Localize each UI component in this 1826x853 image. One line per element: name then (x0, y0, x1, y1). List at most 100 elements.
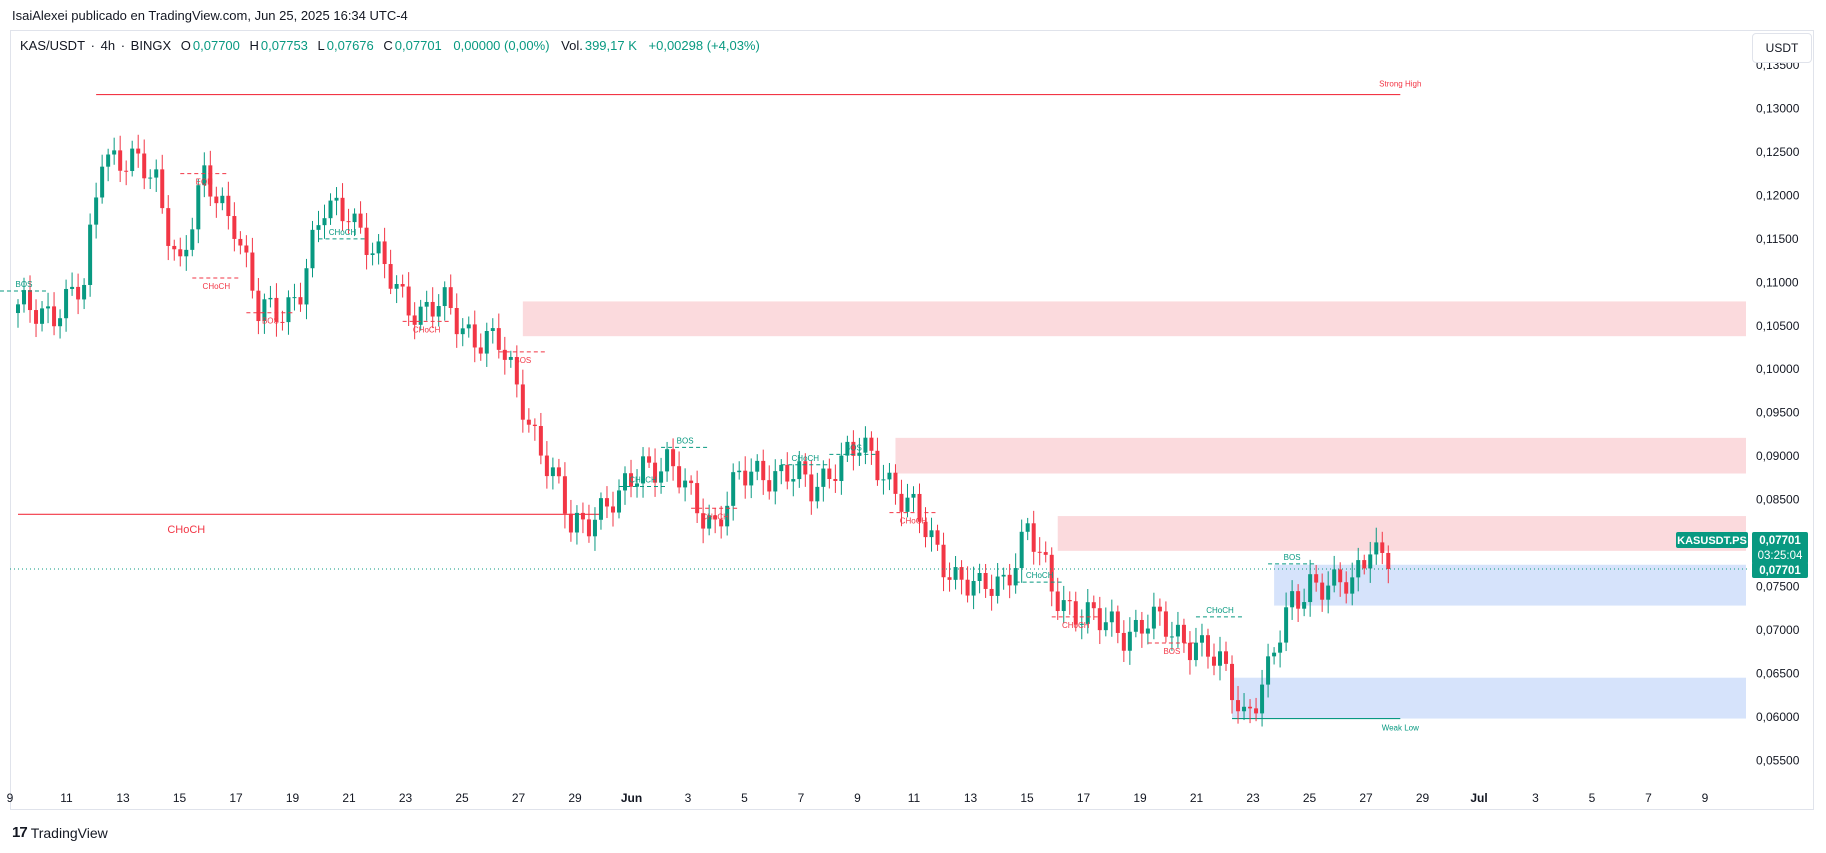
candle-body[interactable] (1043, 552, 1048, 555)
candle-body[interactable] (983, 572, 988, 589)
candle-body[interactable] (905, 497, 910, 512)
candle-body[interactable] (322, 218, 327, 226)
candle-body[interactable] (1019, 531, 1024, 569)
candle-body[interactable] (562, 476, 567, 514)
candle-body[interactable] (1139, 619, 1144, 634)
candle-body[interactable] (238, 238, 243, 246)
candle-body[interactable] (298, 297, 303, 305)
candle-body[interactable] (478, 347, 483, 354)
candle-body[interactable] (100, 166, 105, 198)
candle-body[interactable] (845, 441, 850, 456)
candle-body[interactable] (731, 472, 736, 506)
candle-body[interactable] (1085, 602, 1090, 624)
candle-body[interactable] (623, 473, 628, 491)
candle-body[interactable] (1254, 708, 1259, 714)
candle-body[interactable] (466, 324, 471, 329)
candle-body[interactable] (256, 290, 261, 322)
candle-body[interactable] (448, 287, 453, 309)
candle-body[interactable] (58, 318, 63, 327)
candle-body[interactable] (454, 308, 459, 335)
candle-body[interactable] (406, 286, 411, 316)
candle-body[interactable] (112, 150, 117, 155)
candle-body[interactable] (382, 241, 387, 265)
candle-body[interactable] (568, 513, 573, 533)
candle-body[interactable] (268, 297, 273, 300)
candle-body[interactable] (40, 308, 45, 324)
candle-body[interactable] (1362, 560, 1367, 569)
candle-body[interactable] (142, 153, 147, 179)
candle-body[interactable] (779, 464, 784, 472)
candle-body[interactable] (1284, 607, 1289, 643)
candle-body[interactable] (1037, 551, 1042, 553)
candle-body[interactable] (232, 216, 237, 239)
candle-body[interactable] (959, 567, 964, 580)
candle-body[interactable] (929, 530, 934, 538)
candle-body[interactable] (94, 197, 99, 225)
candle-body[interactable] (1115, 611, 1120, 633)
candle-body[interactable] (671, 449, 676, 467)
candle-body[interactable] (1175, 624, 1180, 637)
candle-body[interactable] (376, 241, 381, 254)
candle-body[interactable] (725, 505, 730, 527)
candle-body[interactable] (508, 356, 513, 360)
candle-body[interactable] (719, 519, 724, 527)
candle-body[interactable] (1151, 606, 1156, 629)
candle-body[interactable] (971, 581, 976, 596)
candle-body[interactable] (154, 169, 159, 178)
interval-label[interactable]: 4h (100, 38, 116, 53)
candle-body[interactable] (875, 450, 880, 481)
candle-body[interactable] (1133, 619, 1138, 632)
candle-body[interactable] (352, 213, 357, 223)
candle-body[interactable] (1031, 523, 1036, 552)
candle-body[interactable] (1055, 591, 1060, 612)
candle-body[interactable] (1169, 636, 1174, 638)
candle-body[interactable] (598, 498, 603, 520)
candle-body[interactable] (166, 208, 171, 246)
candle-body[interactable] (430, 301, 435, 317)
candle-body[interactable] (1236, 700, 1241, 712)
candle-body[interactable] (1242, 706, 1247, 712)
candle-body[interactable] (689, 480, 694, 484)
candle-body[interactable] (124, 170, 129, 172)
candle-body[interactable] (526, 419, 531, 425)
candle-body[interactable] (809, 474, 814, 502)
candle-body[interactable] (172, 245, 177, 250)
candle-body[interactable] (1332, 569, 1337, 586)
candle-body[interactable] (953, 567, 958, 580)
candle-body[interactable] (791, 479, 796, 482)
candle-body[interactable] (460, 328, 465, 335)
candle-body[interactable] (592, 519, 597, 537)
candle-body[interactable] (827, 468, 832, 480)
candle-body[interactable] (1157, 606, 1162, 612)
candle-body[interactable] (1109, 611, 1114, 623)
candle-body[interactable] (773, 471, 778, 492)
candle-body[interactable] (586, 519, 591, 537)
candle-body[interactable] (1091, 602, 1096, 609)
candle-body[interactable] (767, 480, 772, 492)
candle-body[interactable] (1187, 642, 1192, 661)
candle-body[interactable] (436, 306, 441, 317)
candle-body[interactable] (1338, 569, 1343, 583)
candle-body[interactable] (641, 456, 646, 484)
candle-body[interactable] (424, 301, 429, 307)
candle-body[interactable] (532, 424, 537, 427)
candle-body[interactable] (274, 297, 279, 322)
candle-body[interactable] (490, 328, 495, 332)
candle-body[interactable] (629, 473, 634, 487)
candle-body[interactable] (683, 480, 688, 488)
candle-body[interactable] (502, 349, 507, 360)
candle-body[interactable] (520, 384, 525, 420)
candle-body[interactable] (635, 483, 640, 487)
candle-body[interactable] (208, 165, 213, 197)
candle-body[interactable] (707, 515, 712, 529)
candle-body[interactable] (1181, 624, 1186, 643)
candle-body[interactable] (226, 195, 231, 217)
candle-body[interactable] (1374, 542, 1379, 555)
candle-body[interactable] (1205, 635, 1210, 657)
candle-body[interactable] (1266, 656, 1271, 685)
candle-body[interactable] (358, 213, 363, 228)
candle-body[interactable] (196, 185, 201, 230)
candle-body[interactable] (749, 471, 754, 486)
candle-body[interactable] (538, 426, 543, 456)
candle-body[interactable] (1121, 632, 1126, 651)
